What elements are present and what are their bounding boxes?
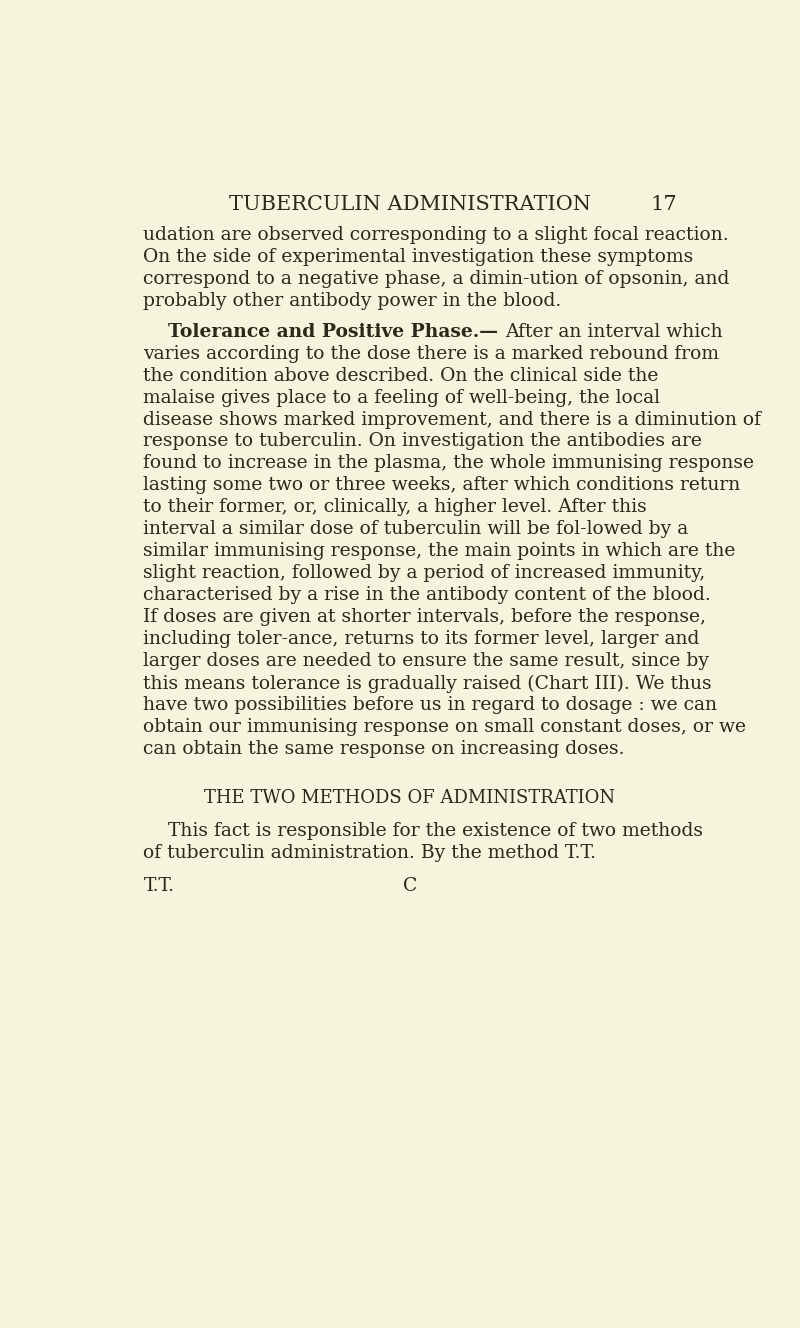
Text: disease shows marked improvement, and there is a diminution of: disease shows marked improvement, and th… xyxy=(143,410,762,429)
Text: found to increase in the plasma, the whole immunising response: found to increase in the plasma, the who… xyxy=(143,454,754,473)
Text: larger doses are needed to ensure the same result, since by: larger doses are needed to ensure the sa… xyxy=(143,652,710,671)
Text: slight reaction, followed by a period of increased immunity,: slight reaction, followed by a period of… xyxy=(143,564,706,583)
Text: have two possibilities before us in regard to dosage : we can: have two possibilities before us in rega… xyxy=(143,696,718,714)
Text: lasting some two or three weeks, after which conditions return: lasting some two or three weeks, after w… xyxy=(143,477,741,494)
Text: TUBERCULIN ADMINISTRATION: TUBERCULIN ADMINISTRATION xyxy=(229,195,591,214)
Text: 17: 17 xyxy=(650,195,677,214)
Text: If doses are given at shorter intervals, before the response,: If doses are given at shorter intervals,… xyxy=(143,608,706,627)
Text: of tuberculin administration. By the method T.T.: of tuberculin administration. By the met… xyxy=(143,843,596,862)
Text: THE TWO METHODS OF ADMINISTRATION: THE TWO METHODS OF ADMINISTRATION xyxy=(205,789,615,806)
Text: After an interval which: After an interval which xyxy=(505,323,722,340)
Text: probably other antibody power in the blood.: probably other antibody power in the blo… xyxy=(143,292,562,309)
Text: characterised by a rise in the antibody content of the blood.: characterised by a rise in the antibody … xyxy=(143,587,711,604)
Text: to their former, or, clinically, a higher level. After this: to their former, or, clinically, a highe… xyxy=(143,498,647,517)
Text: obtain our immunising response on small constant doses, or we: obtain our immunising response on small … xyxy=(143,718,746,736)
Text: this means tolerance is gradually raised (Chart III). We thus: this means tolerance is gradually raised… xyxy=(143,675,712,693)
Text: varies according to the dose there is a marked rebound from: varies according to the dose there is a … xyxy=(143,344,719,363)
Text: including toler-ance, returns to its former level, larger and: including toler-ance, returns to its for… xyxy=(143,631,700,648)
Text: On the side of experimental investigation these symptoms: On the side of experimental investigatio… xyxy=(143,248,694,266)
Text: malaise gives place to a feeling of well-being, the local: malaise gives place to a feeling of well… xyxy=(143,389,661,406)
Text: can obtain the same response on increasing doses.: can obtain the same response on increasi… xyxy=(143,740,625,758)
Text: T.T.: T.T. xyxy=(143,876,174,895)
Text: Tolerance and Positive Phase.—: Tolerance and Positive Phase.— xyxy=(168,323,505,340)
Text: correspond to a negative phase, a dimin-ution of opsonin, and: correspond to a negative phase, a dimin-… xyxy=(143,270,730,288)
Text: interval a similar dose of tuberculin will be fol-lowed by a: interval a similar dose of tuberculin wi… xyxy=(143,521,689,538)
Text: This fact is responsible for the existence of two methods: This fact is responsible for the existen… xyxy=(168,822,703,839)
Text: similar immunising response, the main points in which are the: similar immunising response, the main po… xyxy=(143,542,736,560)
Text: the condition above described. On the clinical side the: the condition above described. On the cl… xyxy=(143,367,658,385)
Text: C: C xyxy=(403,876,417,895)
Text: response to tuberculin. On investigation the antibodies are: response to tuberculin. On investigation… xyxy=(143,433,702,450)
Text: udation are observed corresponding to a slight focal reaction.: udation are observed corresponding to a … xyxy=(143,226,729,244)
